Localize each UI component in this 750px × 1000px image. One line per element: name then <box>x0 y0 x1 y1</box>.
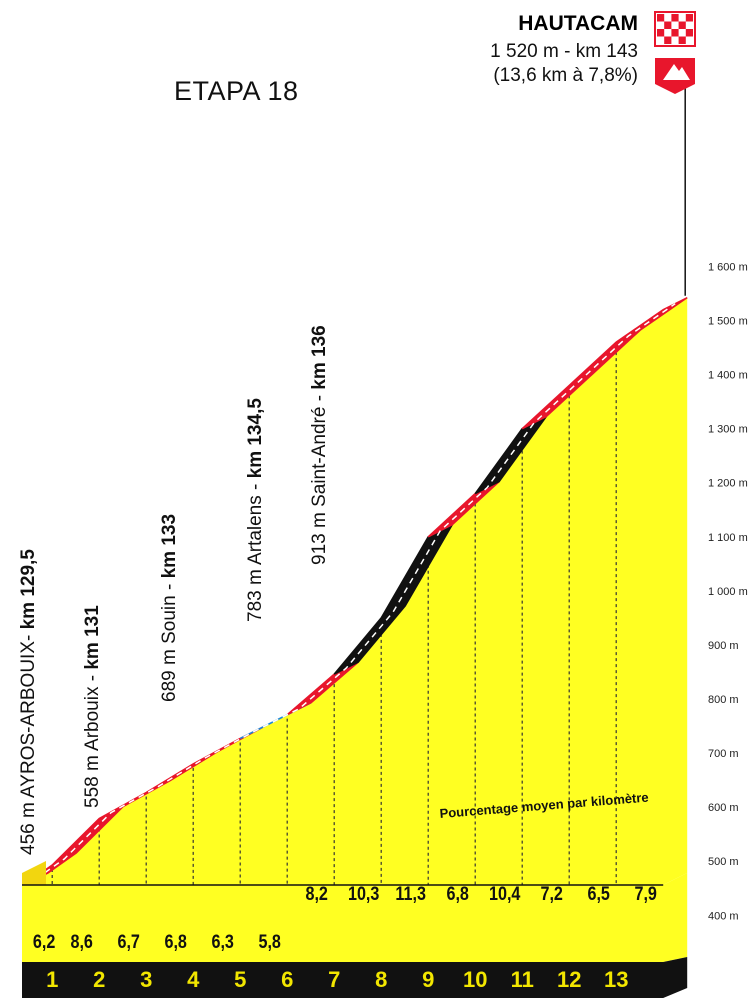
km-gradient-label: 6,5 <box>587 883 610 905</box>
place-name: 456 m AYROS-ARBOUIX- <box>18 629 39 855</box>
flag-check <box>685 14 693 22</box>
km-gradient-label: 7,2 <box>540 883 563 905</box>
km-gradient-label: 8,2 <box>305 883 328 905</box>
km-gradient-label: 6,3 <box>211 931 234 953</box>
km-gradient-label: 6,2 <box>33 931 56 953</box>
km-gradient-label: 11,3 <box>395 883 426 905</box>
km-marker-label: 12 <box>557 967 581 992</box>
y-tick-label: 1 000 m <box>708 586 748 598</box>
y-tick-label: 800 m <box>708 694 739 706</box>
km-gradient-label: 10,4 <box>489 883 521 905</box>
km-marker-label: 8 <box>375 967 387 992</box>
place-label: 456 m AYROS-ARBOUIX- km 129,5 <box>18 549 39 855</box>
y-tick-label: 1 500 m <box>708 316 748 328</box>
place-name: 689 m Souin - <box>159 578 180 702</box>
km-gradient-label: 8,6 <box>70 931 93 953</box>
place-label: 783 m Artalens - km 134,5 <box>245 398 266 622</box>
km-marker-label: 10 <box>463 967 487 992</box>
place-label: 558 m Arbouix - km 131 <box>82 605 103 808</box>
km-marker-label: 3 <box>140 967 152 992</box>
flag-check <box>657 14 665 22</box>
y-tick-label: 1 100 m <box>708 532 748 544</box>
y-tick-label: 900 m <box>708 640 739 652</box>
flag-check <box>678 21 686 29</box>
y-tick-label: 500 m <box>708 856 739 868</box>
km-marker-label: 9 <box>422 967 434 992</box>
km-marker-label: 7 <box>328 967 340 992</box>
y-tick-label: 600 m <box>708 802 739 814</box>
y-tick-label: 1 300 m <box>708 424 748 436</box>
km-marker-label: 5 <box>234 967 246 992</box>
flag-check <box>671 14 679 22</box>
km-marker-label: 2 <box>93 967 105 992</box>
place-name: 783 m Artalens - <box>245 478 266 622</box>
mountain-glyph <box>663 64 690 80</box>
mountain-icon <box>655 58 695 94</box>
y-tick-label: 1 200 m <box>708 478 748 490</box>
km-marker-label: 11 <box>511 967 534 992</box>
place-name: 913 m Saint-André - <box>309 390 330 565</box>
place-km: km 136 <box>309 325 330 389</box>
km-marker-label: 4 <box>187 967 200 992</box>
km-marker-label: 13 <box>604 967 628 992</box>
km-bar <box>22 957 688 998</box>
gradient-strip <box>22 873 688 962</box>
km-gradient-label: 7,9 <box>634 883 657 905</box>
stage-title: ETAPA 18 <box>174 76 299 106</box>
place-label: 913 m Saint-André - km 136 <box>309 325 330 565</box>
place-km: km 129,5 <box>18 549 39 630</box>
flag-check <box>657 29 665 37</box>
summit-climb: (13,6 km à 7,8%) <box>493 65 638 86</box>
km-marker-label: 6 <box>281 967 293 992</box>
flag-check <box>685 29 693 37</box>
y-tick-label: 1 400 m <box>708 370 748 382</box>
km-gradient-label: 5,8 <box>258 931 281 953</box>
place-km: km 133 <box>159 514 180 578</box>
place-label: 689 m Souin - km 133 <box>159 514 180 702</box>
place-name: 558 m Arbouix - <box>82 670 103 808</box>
km-gradient-label: 10,3 <box>348 883 380 905</box>
flag-check <box>671 29 679 37</box>
km-marker-label: 1 <box>46 967 58 992</box>
km-gradient-label: 6,8 <box>164 931 187 953</box>
summit-elevation: 1 520 m - km 143 <box>490 41 638 62</box>
flag-check <box>664 36 672 44</box>
ridge-centerline <box>35 303 676 880</box>
y-tick-label: 1 600 m <box>708 261 748 273</box>
flag-check <box>678 36 686 44</box>
km-gradient-label: 6,7 <box>117 931 140 953</box>
place-km: km 134,5 <box>245 398 266 479</box>
summit-name: HAUTACAM <box>518 12 638 35</box>
km-gradient-label: 6,8 <box>446 883 469 905</box>
flag-check <box>664 21 672 29</box>
place-km: km 131 <box>82 605 103 670</box>
y-tick-label: 400 m <box>708 910 739 922</box>
y-tick-label: 700 m <box>708 748 739 760</box>
finish-flag-icon <box>654 11 696 47</box>
